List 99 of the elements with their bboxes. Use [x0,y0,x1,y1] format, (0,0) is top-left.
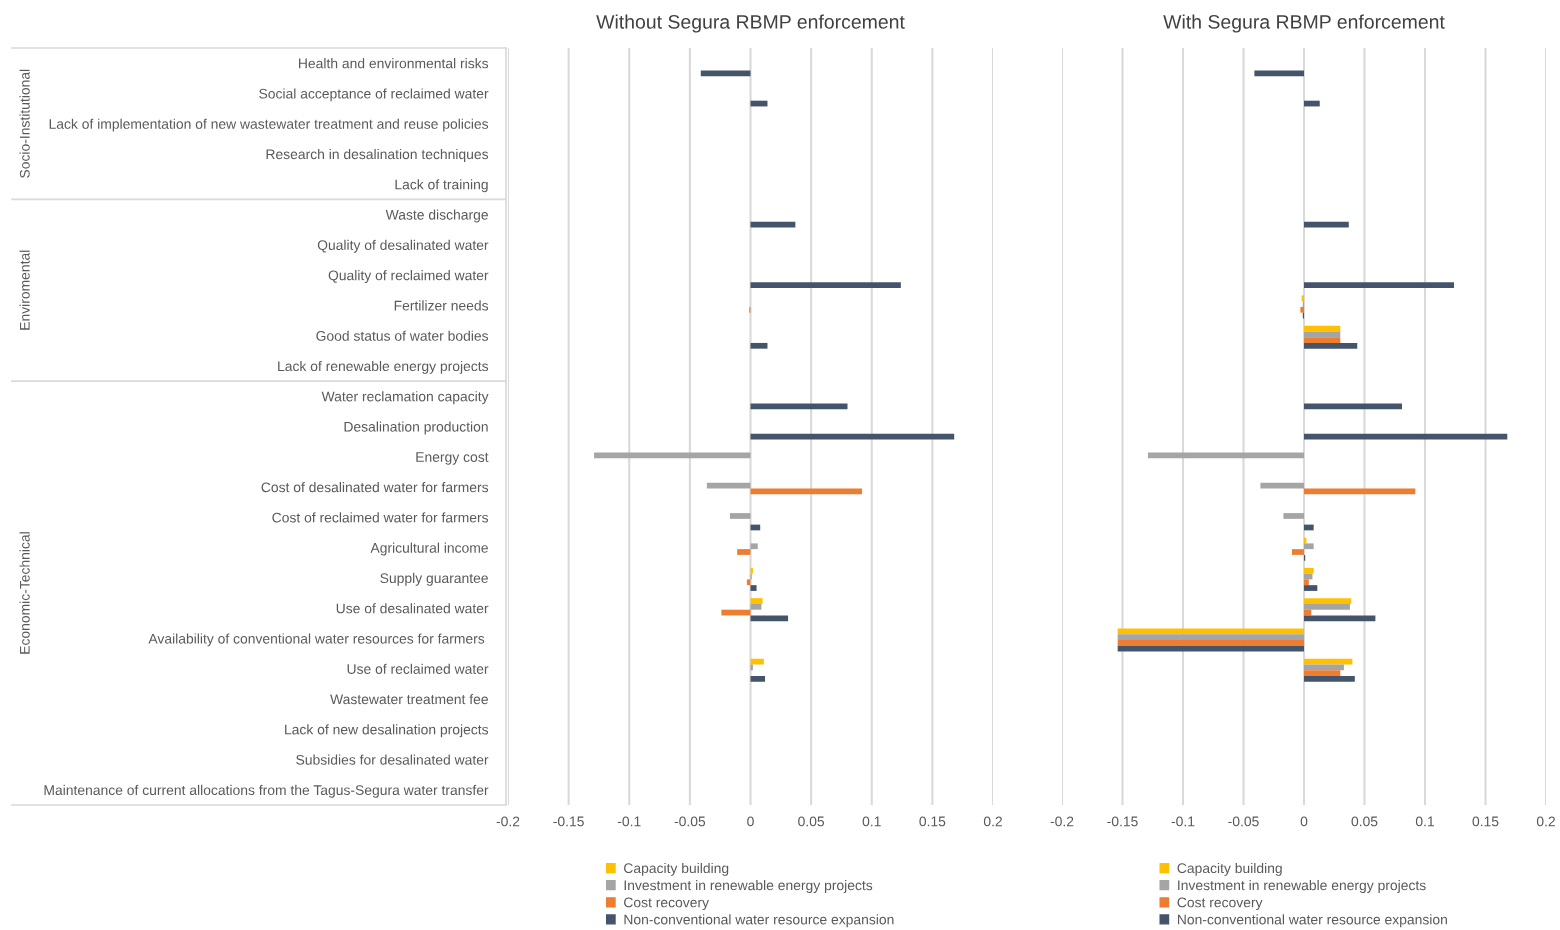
bar [750,658,764,665]
y-tick-label: Health and environmental risks [299,58,489,69]
y-tick-label: Social acceptance of reclaimed water [259,88,489,102]
bar [1260,482,1304,489]
bar [1304,658,1353,665]
bar [1304,615,1376,622]
bar [1283,513,1304,519]
legend-label: Investment in renewable energy projects [1178,880,1426,893]
legend-label: Non-conventional water resource expansion [624,914,894,928]
y-tick-label: Subsidies for desalinated water [296,754,489,765]
x-tick-label: 0.15 [919,816,946,827]
bar [1304,337,1341,343]
x-tick-label: 0.2 [1536,816,1555,827]
y-tick-label: Quality of reclaimed water [328,270,489,284]
y-tick-label: Lack of new desalination projects [285,724,489,738]
y-tick-label: Desalination production [344,421,488,435]
bar [706,482,751,489]
y-tick-label: Wastewater treatment fee [330,694,488,705]
x-tick-label: -0.15 [1107,816,1138,827]
bar [1304,567,1314,574]
bar [750,676,766,682]
bar [737,549,751,555]
legend-label: Non-conventional water resource expansion [1177,914,1447,928]
bar [1304,670,1341,677]
y-tick-label: Good status of water bodies [316,330,489,341]
x-tick-label: -0.1 [617,816,641,827]
bar [1117,639,1304,646]
y-tick-label: Cost of desalinated water for farmers [261,482,489,493]
x-tick-label: -0.1 [1171,816,1195,827]
bar [1304,543,1314,550]
bar [1254,70,1304,77]
x-tick-label: -0.2 [1050,816,1074,827]
bar [1117,634,1304,640]
y-tick-label: Availability of conventional water resources for farmers [148,633,485,647]
text: Socio-Institutional [19,69,30,178]
y-tick-label: Waste discharge [385,209,488,223]
y-tick-label: Lack of implementation of new wastewater treatment and reuse policies [49,118,489,132]
bar [750,598,763,604]
y-tick-label: Lack of training [395,179,488,193]
bar [1304,403,1403,410]
bar [721,609,751,616]
bar [1304,598,1352,604]
chart-title: Without Segura RBMP enforcement [596,14,905,33]
x-tick-label: 0 [747,816,754,827]
x-tick-label: 0.15 [1472,816,1499,827]
bar [750,342,768,349]
x-tick-label: 0 [1300,816,1308,827]
legend-label: Cost recovery [1177,897,1263,911]
text: Economic-Technical [19,532,30,654]
bar [1304,585,1318,591]
bar [750,543,758,550]
y-tick-label: Water reclamation capacity [321,391,489,405]
bar [750,433,955,440]
x-tick-label: -0.05 [1228,816,1259,827]
x-tick-label: 0.05 [1351,816,1378,827]
bar [1304,331,1341,338]
bar [750,403,848,410]
bar [1291,549,1304,555]
legend-label: Capacity building [1177,862,1282,876]
bar [750,603,762,610]
y-tick-label: Cost of reclaimed water for farmers [272,512,489,523]
bar [1304,676,1355,682]
bar [1117,628,1304,635]
y-tick-label: Maintenance of current allocations from the Tagus-Segura water transfer [44,784,489,798]
x-tick-label: 0.1 [1415,816,1434,827]
bar [750,585,757,591]
bar [750,282,901,289]
bar [746,579,751,586]
bar [1304,603,1350,610]
bar [1304,342,1358,349]
y-tick-label: Use of reclaimed water [347,663,489,674]
legend-label: Investment in renewable energy projects [624,880,873,893]
legend-label: Capacity building [624,862,729,876]
bar [1300,306,1304,313]
bar [750,221,796,228]
x-tick-label: -0.2 [496,816,520,827]
legend-label: Cost recovery [624,897,709,911]
chart-title: With Segura RBMP enforcement [1163,14,1445,33]
y-tick-label: Fertilizer needs [394,300,489,311]
y-tick-label: Use of desalinated water [336,603,489,614]
y-tick-label: Agricultural income [370,542,488,556]
x-tick-label: 0.2 [983,816,1002,827]
text: Enviromental [19,250,30,330]
bar [1304,579,1309,586]
x-tick-label: -0.05 [674,816,706,827]
y-tick-label: Quality of desalinated water [317,239,489,253]
bar [729,513,751,519]
y-tick-label: Research in desalination techniques [266,148,489,162]
y-tick-label: Energy cost [416,452,489,465]
y-tick-label: Lack of renewable energy projects [278,360,489,374]
x-tick-label: 0.05 [798,816,825,827]
x-tick-label: 0.1 [862,816,881,827]
bar [1304,221,1349,228]
bar [1304,433,1508,440]
y-tick-label: Supply guarantee [380,572,488,586]
bar [750,615,789,622]
bar [700,70,751,77]
bar [1304,282,1455,289]
x-tick-label: -0.15 [553,816,584,827]
